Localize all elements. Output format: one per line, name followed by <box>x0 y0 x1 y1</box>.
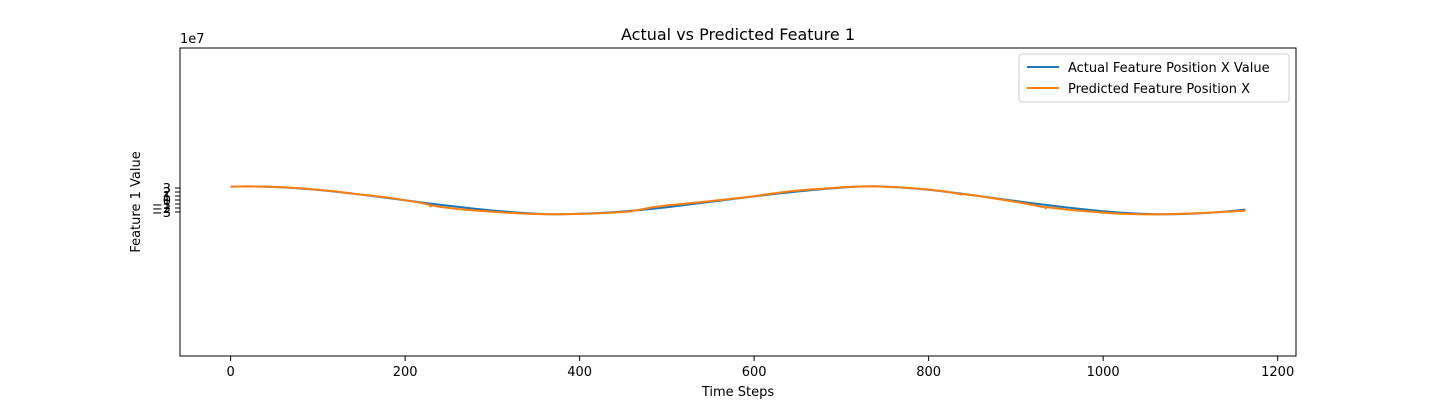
chart-title: Actual vs Predicted Feature 1 <box>621 25 855 44</box>
y-tick-label-5: 2 <box>163 186 171 201</box>
x-tick-label-4: 800 <box>916 365 941 380</box>
x-tick-label-2: 400 <box>567 365 592 380</box>
x-tick-label-3: 600 <box>742 365 767 380</box>
y-tick-label-3: 0 <box>163 194 171 209</box>
y-tick-label-4: 1 <box>163 190 171 205</box>
series-line-0 <box>230 185 1246 216</box>
y-offset-label: 1e7 <box>180 32 205 47</box>
legend-box <box>1018 53 1290 103</box>
plot-area-frame <box>179 47 1297 357</box>
y-tick-label-0: −3 <box>152 206 171 221</box>
legend-label-actual: Actual Feature Position X Value <box>1068 61 1270 76</box>
x-axis-label: Time Steps <box>701 385 775 400</box>
legend: Actual Feature Position X Value Predicte… <box>1018 53 1290 103</box>
legend-label-predicted: Predicted Feature Position X <box>1068 82 1250 97</box>
x-axis: 0 200 400 600 800 1000 1200 <box>226 356 1294 380</box>
y-tick-label-6: 3 <box>163 182 171 197</box>
x-tick-label-6: 1200 <box>1261 365 1294 380</box>
series-layer <box>230 185 1246 216</box>
y-tick-label-2: −1 <box>152 198 171 213</box>
x-tick-label-1: 200 <box>393 365 418 380</box>
series-line-1 <box>230 185 1246 216</box>
x-tick-label-5: 1000 <box>1087 365 1120 380</box>
x-tick-label-0: 0 <box>226 365 234 380</box>
y-tick-label-1: −2 <box>152 202 171 217</box>
y-axis-label: Feature 1 Value <box>129 151 144 252</box>
